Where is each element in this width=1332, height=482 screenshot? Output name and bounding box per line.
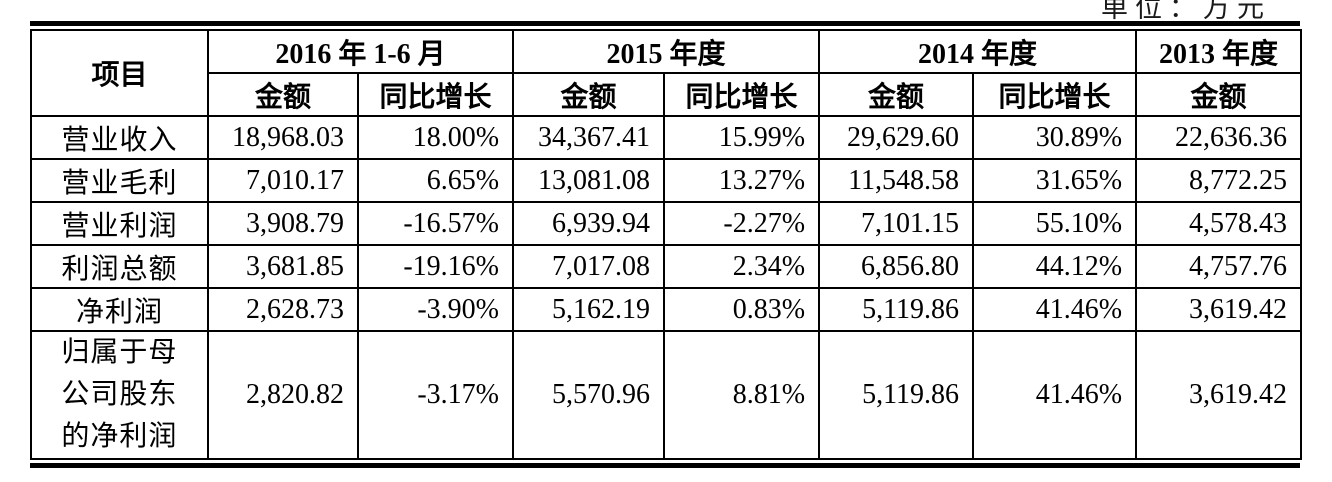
growth-cell: -16.57%: [356, 201, 515, 246]
row-label: 净利润: [30, 287, 209, 332]
amount-cell: 6,939.94: [512, 201, 666, 246]
header-growth-2014: 同比增长: [972, 72, 1138, 117]
table-row-gross-profit: 营业毛利 7,010.17 6.65% 13,081.08 13.27% 11,…: [30, 158, 1303, 203]
growth-cell: 2.34%: [663, 244, 821, 289]
amount-cell: 11,548.58: [818, 158, 975, 203]
growth-cell: -2.27%: [663, 201, 821, 246]
header-row-measures: 金额 同比增长 金额 同比增长 金额 同比增长 金额: [31, 72, 1303, 117]
amount-cell: 3,619.42: [1135, 287, 1303, 332]
row-label: 归属于母公司股东的净利润: [30, 330, 209, 460]
amount-cell: 5,162.19: [512, 287, 666, 332]
growth-cell: 44.12%: [972, 244, 1138, 289]
table-row-net-profit: 净利润 2,628.73 -3.90% 5,162.19 0.83% 5,119…: [30, 287, 1303, 332]
growth-cell: 15.99%: [663, 115, 821, 160]
growth-cell: 55.10%: [972, 201, 1138, 246]
growth-cell: 31.65%: [972, 158, 1138, 203]
header-amount-2015: 金额: [512, 72, 666, 117]
amount-cell: 3,619.42: [1135, 330, 1303, 460]
header-period-2013: 2013 年度: [1135, 29, 1303, 74]
amount-cell: 7,017.08: [512, 244, 666, 289]
amount-cell: 4,757.76: [1135, 244, 1303, 289]
header-period-2014: 2014 年度: [818, 29, 1138, 74]
amount-cell: 34,367.41: [512, 115, 666, 160]
amount-cell: 5,570.96: [512, 330, 666, 460]
header-growth-2016h1: 同比增长: [356, 72, 515, 117]
amount-cell: 13,081.08: [512, 158, 666, 203]
amount-cell: 6,856.80: [818, 244, 975, 289]
growth-cell: 0.83%: [663, 287, 821, 332]
amount-cell: 5,119.86: [818, 330, 975, 460]
amount-cell: 7,101.15: [818, 201, 975, 246]
amount-cell: 29,629.60: [818, 115, 975, 160]
row-label: 营业收入: [30, 115, 209, 160]
growth-cell: 13.27%: [663, 158, 821, 203]
table-row-parent-net-profit: 归属于母公司股东的净利润 2,820.82 -3.17% 5,570.96 8.…: [30, 330, 1303, 460]
growth-cell: -19.16%: [356, 244, 515, 289]
header-period-2015: 2015 年度: [512, 29, 821, 74]
amount-cell: 22,636.36: [1135, 115, 1303, 160]
growth-cell: 30.89%: [972, 115, 1138, 160]
amount-cell: 2,820.82: [207, 330, 359, 460]
header-growth-2015: 同比增长: [663, 72, 821, 117]
table-row-revenue: 营业收入 18,968.03 18.00% 34,367.41 15.99% 2…: [30, 115, 1303, 160]
amount-cell: 3,681.85: [207, 244, 359, 289]
table-row-operating-profit: 营业利润 3,908.79 -16.57% 6,939.94 -2.27% 7,…: [30, 201, 1303, 246]
header-row-periods: 项目 2016 年 1-6 月 2015 年度 2014 年度 2013 年度: [30, 29, 1303, 117]
growth-cell: -3.17%: [356, 330, 515, 460]
growth-cell: 41.46%: [972, 287, 1138, 332]
row-label: 营业毛利: [30, 158, 209, 203]
growth-cell: 6.65%: [356, 158, 515, 203]
header-amount-2013: 金额: [1135, 72, 1303, 117]
header-period-2016h1: 2016 年 1-6 月: [206, 29, 515, 74]
amount-cell: 4,578.43: [1135, 201, 1303, 246]
amount-cell: 8,772.25: [1135, 158, 1303, 203]
amount-cell: 2,628.73: [207, 287, 359, 332]
financial-table-frame: 项目 2016 年 1-6 月 2015 年度 2014 年度 2013 年度 …: [30, 21, 1303, 468]
amount-cell: 18,968.03: [207, 115, 359, 160]
unit-label: 单位：万元: [1101, 0, 1271, 23]
header-amount-2014: 金额: [818, 72, 975, 117]
row-label: 利润总额: [30, 244, 209, 289]
amount-cell: 7,010.17: [207, 158, 359, 203]
amount-cell: 3,908.79: [207, 201, 359, 246]
growth-cell: 8.81%: [663, 330, 821, 460]
header-amount-2016h1: 金额: [207, 72, 359, 117]
growth-cell: 18.00%: [356, 115, 515, 160]
header-item: 项目: [30, 29, 209, 117]
row-label-text: 归属于母公司股东的净利润: [61, 337, 178, 452]
amount-cell: 5,119.86: [818, 287, 975, 332]
growth-cell: -3.90%: [356, 287, 515, 332]
table-row-total-profit: 利润总额 3,681.85 -19.16% 7,017.08 2.34% 6,8…: [30, 244, 1303, 289]
financial-summary-table: 项目 2016 年 1-6 月 2015 年度 2014 年度 2013 年度 …: [30, 29, 1303, 460]
growth-cell: 41.46%: [972, 330, 1138, 460]
row-label: 营业利润: [30, 201, 209, 246]
